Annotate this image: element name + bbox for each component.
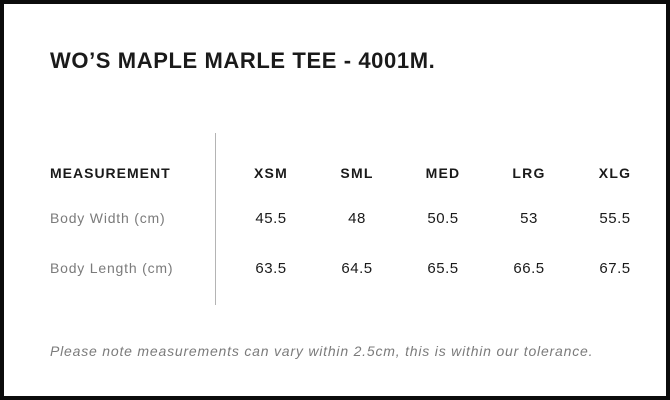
row-label: Body Length (cm): [50, 260, 174, 276]
column-header-lrg: LRG: [512, 165, 546, 181]
column-header-measurement: MEASUREMENT: [50, 165, 171, 181]
column-divider: [215, 133, 216, 305]
cell-value: 50.5: [427, 209, 459, 227]
size-chart-table: MEASUREMENT XSM SML MED LRG XLG Body Wid…: [50, 133, 658, 305]
cell-value: 63.5: [255, 259, 287, 277]
cell-value: 65.5: [427, 259, 459, 277]
cell-value: 67.5: [599, 259, 631, 277]
column-header-xlg: XLG: [598, 165, 632, 181]
cell-value: 64.5: [341, 259, 373, 277]
column-header-med: MED: [425, 165, 461, 181]
column-header-sml: SML: [340, 165, 374, 181]
table-row-body-length: Body Length (cm) 63.5 64.5 65.5 66.5 67.…: [50, 243, 658, 293]
table-header-row: MEASUREMENT XSM SML MED LRG XLG: [50, 133, 658, 193]
column-header-xsm: XSM: [254, 165, 288, 181]
cell-value: 66.5: [513, 259, 545, 277]
page-title: WO’S MAPLE MARLE TEE - 4001M.: [50, 48, 436, 73]
tolerance-note: Please note measurements can vary within…: [50, 343, 594, 359]
row-label: Body Width (cm): [50, 210, 166, 226]
cell-value: 55.5: [599, 209, 631, 227]
cell-value: 48: [348, 209, 366, 227]
cell-value: 53: [520, 209, 538, 227]
table-row-body-width: Body Width (cm) 45.5 48 50.5 53 55.5: [50, 193, 658, 243]
cell-value: 45.5: [255, 209, 287, 227]
